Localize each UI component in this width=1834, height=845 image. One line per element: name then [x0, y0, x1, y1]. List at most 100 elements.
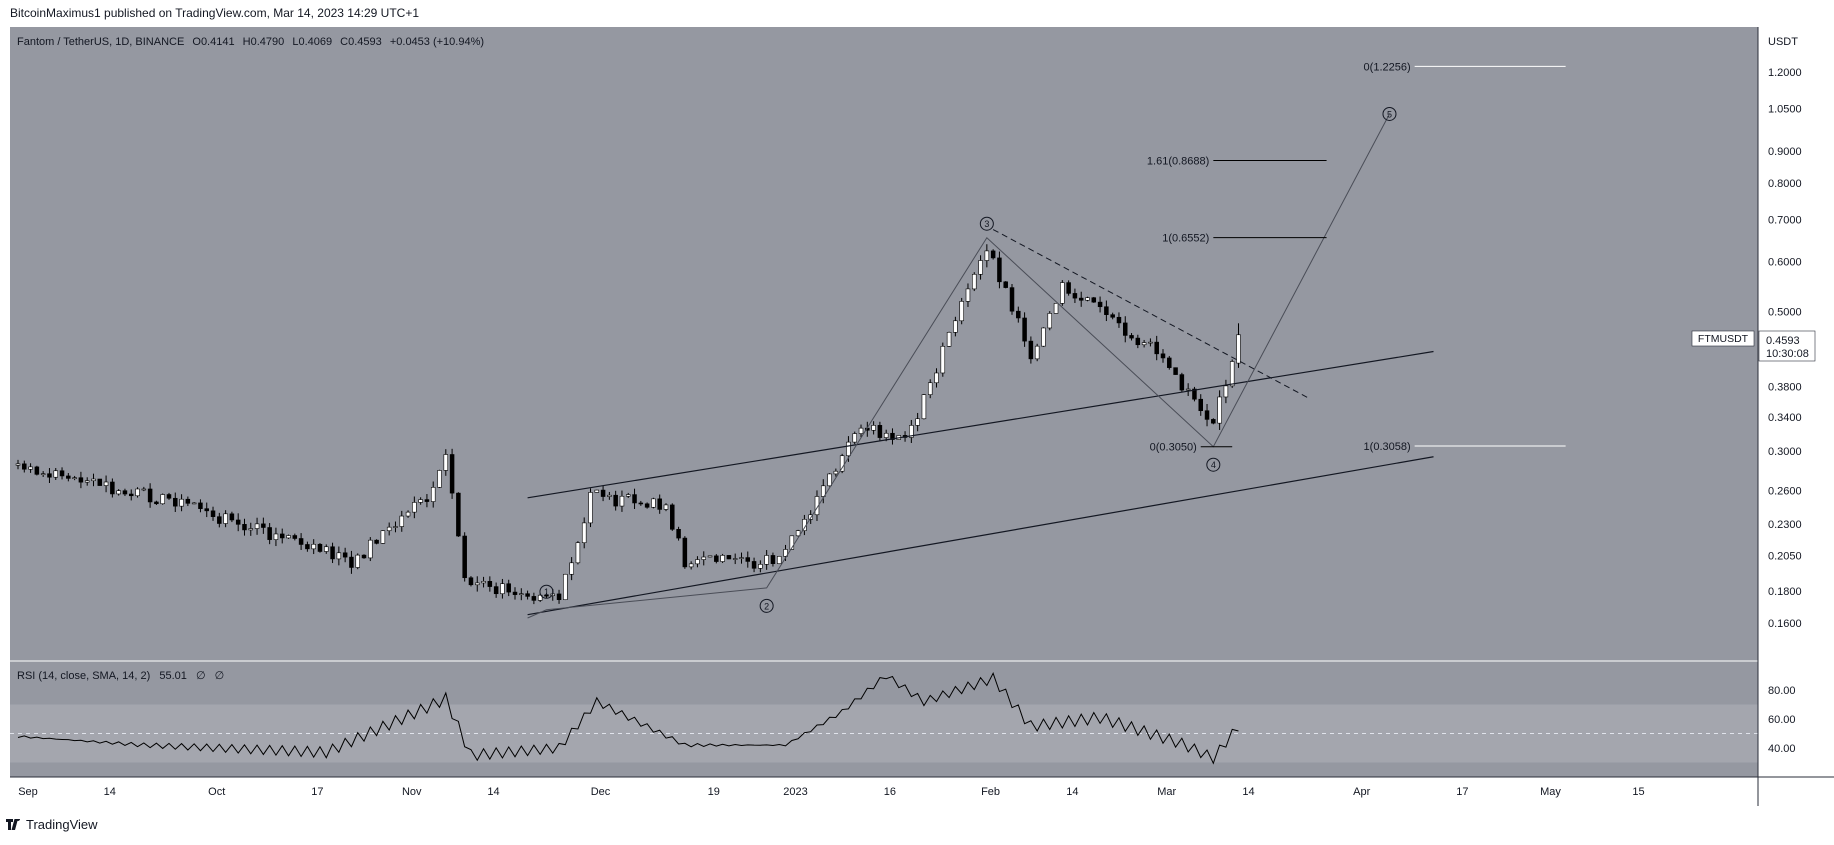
candle-up: [651, 498, 656, 508]
candle-down: [468, 577, 474, 586]
candle-up: [594, 489, 600, 493]
legend-o-label: O: [192, 36, 201, 48]
candle-up: [707, 555, 713, 558]
footer-brand[interactable]: TradingView: [6, 817, 98, 832]
candle-up: [720, 555, 725, 562]
candle-down: [292, 535, 298, 539]
candle-up: [273, 533, 279, 540]
candle-up: [984, 250, 990, 261]
rsi-extra-1: ∅: [196, 670, 206, 682]
candle-up: [625, 494, 631, 497]
fib-level-label: 1(0.6552): [1162, 233, 1209, 245]
candle-down: [1129, 335, 1134, 339]
rsi-layer: [17, 672, 1239, 765]
price-tick-label: 0.1800: [1768, 586, 1802, 598]
candle-down: [267, 527, 272, 540]
candle-down: [531, 596, 537, 601]
rsi-line: [17, 672, 1239, 765]
rsi-label: RSI (14, close, SMA, 14, 2): [17, 670, 150, 682]
candle-down: [745, 557, 751, 562]
rsi-tick-label: 40.00: [1768, 743, 1796, 755]
candle-down: [22, 463, 27, 470]
time-tick-label: 14: [1066, 786, 1078, 798]
candle-up: [1217, 396, 1222, 424]
candle-down: [556, 593, 562, 600]
legend-change: +0.0453 (+10.94%): [390, 36, 484, 48]
candle-up: [437, 470, 442, 488]
candle-up: [946, 332, 952, 347]
candle-down: [1078, 297, 1084, 301]
candle-up: [1229, 361, 1235, 387]
candle-up: [1085, 297, 1090, 301]
candle-down: [676, 528, 681, 539]
candle-up: [500, 583, 505, 595]
price-axis: 1.2000 1.0500 0.9000 0.8000 0.7000 0.6000 0.50…: [1768, 67, 1802, 630]
candle-up: [915, 418, 920, 426]
candle-up: [972, 273, 977, 290]
candle-down: [657, 498, 662, 510]
candle-down: [204, 508, 209, 512]
candle-down: [97, 478, 103, 486]
time-tick-label: May: [1540, 786, 1561, 798]
candle-down: [751, 561, 757, 569]
legend-h-value: 0.4790: [251, 36, 285, 48]
candle-down: [424, 499, 430, 502]
candle-down: [1160, 353, 1166, 359]
candle-down: [1167, 357, 1172, 368]
candle-up: [688, 563, 694, 568]
candle-up: [701, 556, 706, 560]
candle-up: [537, 594, 543, 601]
time-tick-label: 17: [311, 786, 323, 798]
price-tick-label: 0.9000: [1768, 146, 1802, 158]
price-tick-label: 1.2000: [1768, 67, 1802, 79]
candle-down: [1198, 398, 1203, 412]
time-tick-label: 15: [1632, 786, 1644, 798]
candle-down: [47, 473, 52, 478]
candle-down: [726, 555, 732, 560]
candle-up: [28, 466, 33, 470]
candle-up: [519, 593, 524, 595]
candle-up: [1141, 342, 1147, 346]
legend-l-label: L: [292, 36, 298, 48]
candle-down: [110, 481, 115, 495]
price-tick-label: 0.7000: [1768, 215, 1802, 227]
candle-down: [890, 432, 895, 440]
candle-down: [714, 555, 719, 562]
candle-up: [883, 432, 889, 438]
candle-up: [739, 557, 744, 559]
candle-up: [1185, 388, 1191, 391]
candle-down: [682, 537, 688, 568]
candle-up: [921, 394, 927, 420]
wave-marker-circle: [539, 584, 554, 599]
candle-down: [217, 516, 222, 524]
candle-down: [1116, 316, 1122, 324]
candle-down: [261, 523, 266, 528]
candle-up: [141, 488, 147, 491]
price-chart[interactable]: 1 2 3 4 5 0(1.2256) 1.61(0.8688) 1(0.6552) 0(0.3…: [0, 0, 1834, 812]
wave-marker-label: 1: [544, 587, 549, 597]
time-tick-label: 16: [884, 786, 896, 798]
candle-down: [1192, 388, 1197, 400]
candle-down: [279, 533, 285, 539]
candle-up: [386, 526, 392, 532]
time-tick-label: 17: [1456, 786, 1468, 798]
fib-level-label: 1(0.3058): [1364, 441, 1411, 453]
candle-up: [116, 490, 121, 495]
candle-down: [198, 502, 203, 509]
candle-down: [1179, 374, 1185, 391]
current-price-tag[interactable]: FTMUSDT 0.4593 10:30:08: [1691, 330, 1816, 362]
candle-down: [128, 493, 134, 497]
candle-up: [927, 382, 933, 395]
candle-down: [770, 555, 776, 564]
candle-up: [581, 522, 587, 544]
candle-down: [512, 591, 518, 595]
wave-marker-label: 4: [1211, 460, 1216, 470]
legend-c-value: 0.4593: [348, 36, 382, 48]
candle-down: [990, 250, 996, 259]
wave-marker-circle: [1206, 457, 1221, 472]
time-axis: Sep 14 Oct 17 Nov 14 Dec 19 2023 16 Feb 14 Mar 14 Apr 1…: [18, 786, 1644, 798]
candle-up: [795, 530, 801, 537]
candle-down: [506, 583, 511, 593]
candle-up: [380, 530, 386, 544]
candle-down: [997, 257, 1002, 283]
